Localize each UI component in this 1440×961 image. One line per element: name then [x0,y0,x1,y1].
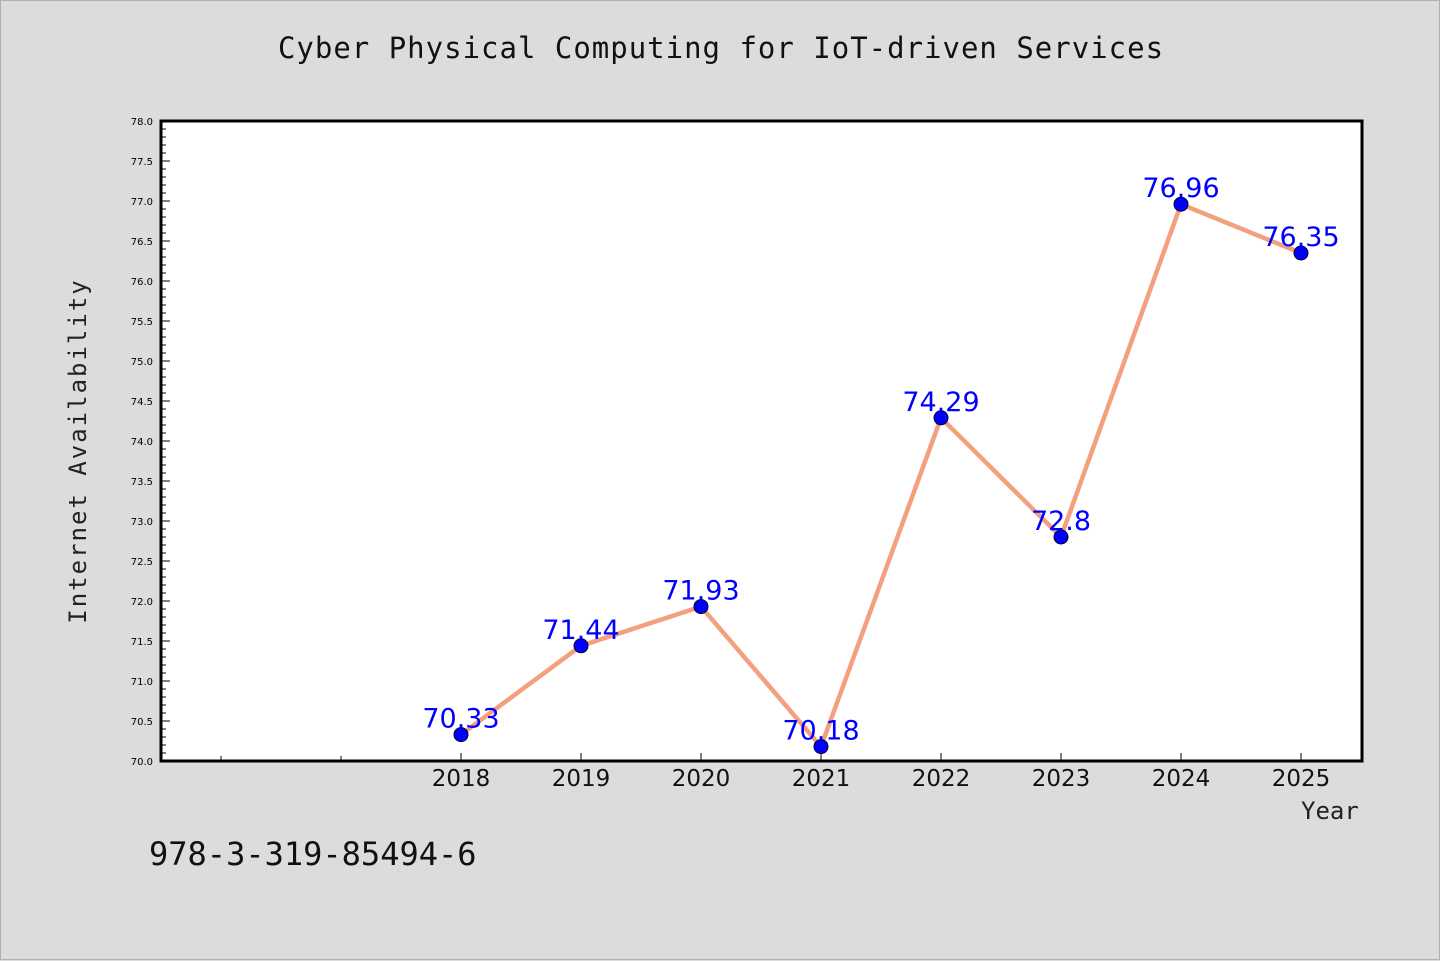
y-tick-label: 74.5 [131,397,153,408]
data-label: 76.35 [1262,222,1339,253]
y-tick-label: 77.0 [131,197,153,208]
data-point [1293,245,1309,261]
x-tick-label: 2022 [912,766,971,792]
x-tick-label: 2018 [432,766,491,792]
y-tick-label: 75.0 [131,357,153,368]
x-tick-label: 2024 [1152,766,1211,792]
x-tick-label: 2021 [792,766,851,792]
data-point [1173,196,1189,212]
y-tick-label: 78.0 [131,117,153,128]
x-tick-label: 2019 [552,766,611,792]
isbn-footer: 978-3-319-85494-6 [149,835,477,873]
chart-title: Cyber Physical Computing for IoT-driven … [277,31,1165,65]
y-tick-label: 75.5 [131,317,153,328]
y-tick-label: 72.0 [131,597,153,608]
data-point [933,410,949,426]
y-tick-label: 70.0 [131,757,153,768]
y-tick-label: 77.5 [131,157,153,168]
data-label: 72.8 [1031,506,1091,537]
x-axis-label: Year [1301,797,1359,825]
y-tick-label: 72.5 [131,557,153,568]
series-line [459,201,1302,749]
y-tick-label: 71.0 [131,677,153,688]
y-tick-label: 73.0 [131,517,153,528]
y-tick-label: 74.0 [131,437,153,448]
x-tick-label: 2023 [1032,766,1091,792]
plot-area [159,119,1364,763]
data-point [693,599,709,615]
data-point [453,727,469,743]
data-point [1053,529,1069,545]
y-tick-label: 73.5 [131,477,153,488]
x-tick-label: 2020 [672,766,731,792]
data-label: 76.96 [1142,173,1219,204]
y-tick-label: 70.5 [131,717,153,728]
data-label: 71.93 [662,576,739,607]
x-tick-label: 2025 [1272,766,1331,792]
y-tick-label: 76.0 [131,277,153,288]
data-label: 70.18 [782,716,859,747]
y-tick-label: 71.5 [131,637,153,648]
y-tick-label: 76.5 [131,237,153,248]
data-point [573,638,589,654]
data-label: 71.44 [542,615,619,646]
data-label: 74.29 [902,387,979,418]
data-label: 70.33 [422,704,499,735]
data-point [813,739,829,755]
